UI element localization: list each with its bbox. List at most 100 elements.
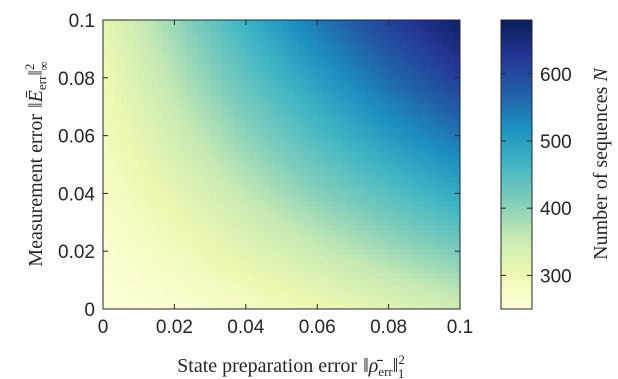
- heatmap-cell: [233, 212, 241, 220]
- heatmap-cell: [156, 128, 164, 135]
- heatmap-cell: [156, 218, 164, 226]
- heatmap-cell: [293, 278, 300, 286]
- heatmap-cell: [275, 128, 283, 135]
- heatmap-cell: [370, 146, 378, 154]
- heatmap-cell: [287, 62, 294, 69]
- heatmap-cell: [287, 164, 294, 172]
- heatmap-cell: [180, 302, 187, 309]
- heatmap-cell: [305, 20, 312, 27]
- heatmap-cell: [442, 176, 449, 184]
- heatmap-cell: [198, 104, 205, 111]
- heatmap-cell: [311, 170, 318, 178]
- heatmap-cell: [376, 236, 384, 244]
- heatmap-cell: [156, 260, 164, 268]
- heatmap-cell: [424, 176, 431, 184]
- heatmap-cell: [103, 110, 110, 117]
- heatmap-cell: [281, 92, 289, 99]
- heatmap-cell: [436, 74, 443, 81]
- heatmap-cell: [418, 170, 425, 178]
- heatmap-cell: [400, 26, 408, 33]
- heatmap-cell: [436, 116, 443, 123]
- heatmap-cell: [120, 260, 128, 268]
- heatmap-cell: [156, 266, 164, 274]
- heatmap-cell: [174, 32, 181, 39]
- heatmap-cell: [138, 164, 146, 172]
- heatmap-cell: [305, 176, 312, 184]
- heatmap-cell: [144, 74, 152, 81]
- heatmap-cell: [299, 110, 306, 117]
- heatmap-cell: [281, 80, 289, 87]
- heatmap-cell: [204, 116, 211, 123]
- heatmap-cell: [198, 242, 205, 250]
- heatmap-cell: [138, 266, 146, 274]
- heatmap-cell: [251, 152, 259, 160]
- heatmap-cell: [263, 224, 271, 232]
- heatmap-cell: [311, 98, 318, 105]
- heatmap-cell: [216, 266, 223, 274]
- heatmap-cell: [180, 242, 187, 250]
- heatmap-cell: [108, 152, 116, 160]
- heatmap-cell: [222, 140, 229, 148]
- heatmap-cell: [358, 50, 366, 57]
- heatmap-cell: [442, 290, 449, 298]
- heatmap-cell: [275, 146, 283, 154]
- heatmap-cell: [150, 164, 158, 172]
- heatmap-cell: [180, 50, 187, 57]
- heatmap-cell: [329, 158, 336, 166]
- heatmap-cell: [364, 224, 372, 232]
- heatmap-cell: [245, 56, 253, 63]
- heatmap-cell: [227, 140, 235, 148]
- heatmap-cell: [138, 224, 146, 232]
- heatmap-cell: [126, 86, 134, 93]
- heatmap-cell: [138, 188, 146, 196]
- heatmap-cell: [192, 74, 199, 81]
- heatmap-cell: [222, 152, 229, 160]
- heatmap-cell: [144, 242, 152, 250]
- heatmap-cell: [162, 224, 170, 232]
- heatmap-cell: [269, 20, 277, 27]
- heatmap-cell: [346, 128, 354, 135]
- heatmap-cell: [454, 122, 460, 129]
- heatmap-cell: [233, 266, 241, 274]
- heatmap-cell: [358, 68, 366, 75]
- heatmap-cell: [352, 158, 360, 166]
- heatmap-cell: [192, 230, 199, 238]
- heatmap-cell: [358, 296, 366, 304]
- heatmap-cell: [168, 176, 175, 184]
- heatmap-cell: [204, 260, 211, 268]
- heatmap-cell: [454, 56, 460, 63]
- heatmap-cell: [317, 74, 324, 81]
- heatmap-cell: [436, 170, 443, 178]
- heatmap-cell: [442, 212, 449, 220]
- heatmap-cell: [210, 98, 217, 105]
- heatmap-cell: [162, 86, 170, 93]
- heatmap-cell: [114, 176, 122, 184]
- heatmap-cell: [239, 140, 247, 148]
- heatmap-cell: [281, 266, 289, 274]
- heatmap-cell: [144, 116, 152, 123]
- heatmap-cell: [192, 188, 199, 196]
- heatmap-cell: [210, 296, 217, 304]
- heatmap-cell: [329, 284, 336, 292]
- heatmap-cell: [370, 44, 378, 51]
- heatmap-cell: [370, 80, 378, 87]
- heatmap-cell: [281, 152, 289, 160]
- heatmap-cell: [269, 188, 277, 196]
- heatmap-cell: [370, 86, 378, 93]
- heatmap-cell: [317, 248, 324, 256]
- heatmap-cell: [382, 140, 390, 148]
- heatmap-cell: [358, 134, 366, 142]
- heatmap-cell: [311, 254, 318, 262]
- heatmap-cell: [281, 260, 289, 268]
- heatmap-cell: [198, 110, 205, 117]
- heatmap-cell: [227, 218, 235, 226]
- heatmap-cell: [305, 212, 312, 220]
- heatmap-cell: [204, 206, 211, 214]
- heatmap-cell: [192, 62, 199, 69]
- heatmap-cell: [132, 200, 140, 208]
- heatmap-cell: [168, 230, 175, 238]
- heatmap-cell: [114, 146, 122, 154]
- heatmap-cell: [341, 176, 348, 184]
- heatmap-cell: [323, 236, 330, 244]
- heatmap-cell: [108, 188, 116, 196]
